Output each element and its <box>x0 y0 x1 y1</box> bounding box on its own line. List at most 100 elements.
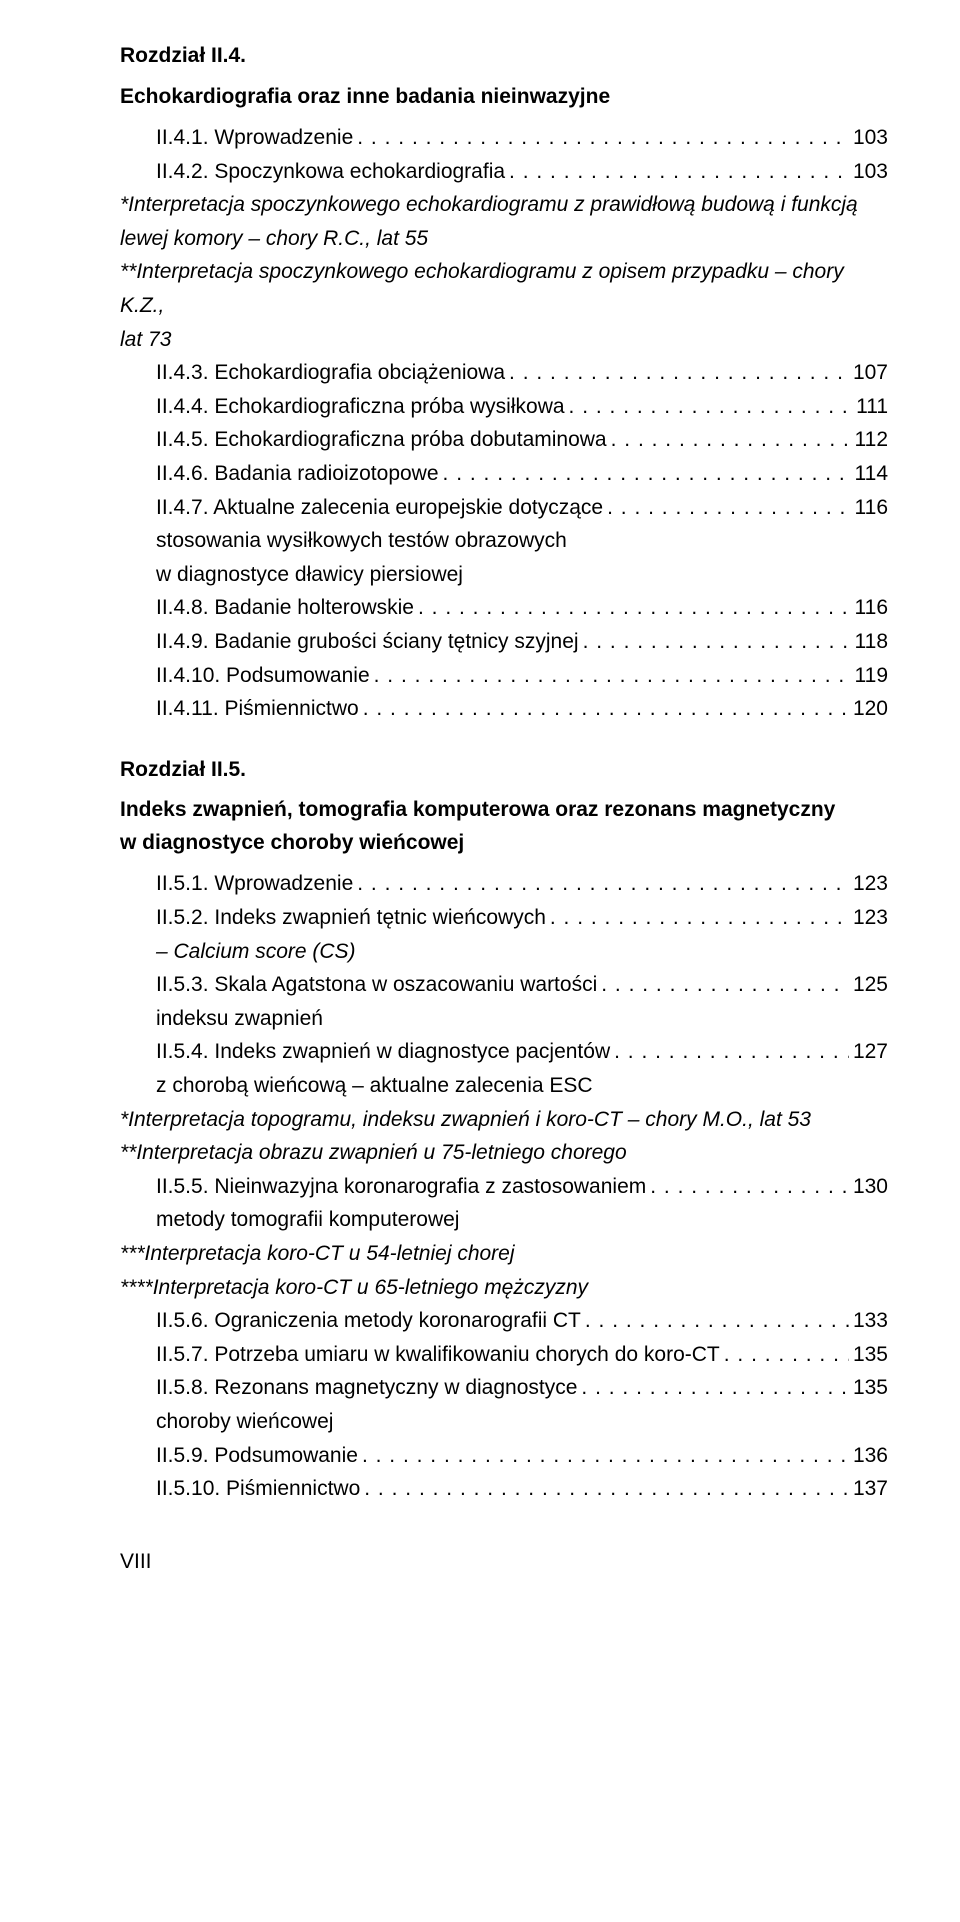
toc-entry-continuation: choroby wieńcowej <box>120 1405 888 1439</box>
chapter-5-note-1: *Interpretacja topogramu, indeksu zwapni… <box>120 1103 888 1137</box>
toc-dot-leader <box>357 121 849 155</box>
toc-entry-page: 103 <box>853 155 888 189</box>
toc-entry-label: II.4.8. Badanie holterowskie <box>156 591 414 625</box>
toc-entry-page: 130 <box>853 1170 888 1204</box>
toc-dot-leader <box>607 491 850 525</box>
chapter-5-heading-line3: w diagnostyce choroby wieńcowej <box>120 827 888 860</box>
toc-entry-label: II.4.11. Piśmiennictwo <box>156 692 359 726</box>
toc-entry-label: II.5.8. Rezonans magnetyczny w diagnosty… <box>156 1371 577 1405</box>
toc-entry-label: II.5.6. Ograniczenia metody koronarograf… <box>156 1304 581 1338</box>
chapter-4-note-2-line2: lat 73 <box>120 323 888 357</box>
toc-entry-continuation: z chorobą wieńcową – aktualne zalecenia … <box>120 1069 888 1103</box>
toc-entry-page: 116 <box>855 491 888 525</box>
toc-dot-leader <box>583 625 851 659</box>
toc-entry: II.4.11. Piśmiennictwo 120 <box>120 692 888 726</box>
toc-dot-leader <box>581 1371 849 1405</box>
toc-entry-page: 136 <box>853 1439 888 1473</box>
toc-entry: II.4.10. Podsumowanie 119 <box>120 659 888 693</box>
toc-entry-label: II.5.5. Nieinwazyjna koronarografia z za… <box>156 1170 646 1204</box>
toc-list-chapter-5-part1: II.5.1. Wprowadzenie 123 II.5.2. Indeks zw… <box>120 867 888 1102</box>
toc-entry: II.5.6. Ograniczenia metody koronarograf… <box>120 1304 888 1338</box>
toc-entry-page: 135 <box>853 1371 888 1405</box>
toc-entry-page: 125 <box>853 968 888 1002</box>
chapter-4-note-1-line2: lewej komory – chory R.C., lat 55 <box>120 222 888 256</box>
toc-entry-continuation: w diagnostyce dławicy piersiowej <box>120 558 888 592</box>
toc-entry: II.4.9. Badanie grubości ściany tętnicy … <box>120 625 888 659</box>
toc-entry: II.4.5. Echokardiograficzna próba dobuta… <box>120 423 888 457</box>
toc-entry: II.4.3. Echokardiografia obciążeniowa 107 <box>120 356 888 390</box>
toc-list-chapter-5-part2: II.5.5. Nieinwazyjna koronarografia z za… <box>120 1170 888 1237</box>
toc-entry-page: 118 <box>855 625 888 659</box>
toc-entry-label: II.4.5. Echokardiograficzna próba dobuta… <box>156 423 607 457</box>
page-number: VIII <box>120 1550 888 1574</box>
toc-entry: II.5.9. Podsumowanie 136 <box>120 1439 888 1473</box>
toc-dot-leader <box>650 1170 849 1204</box>
toc-entry: II.5.5. Nieinwazyjna koronarografia z za… <box>120 1170 888 1204</box>
toc-list-chapter-4-part2: II.4.3. Echokardiografia obciążeniowa 107… <box>120 356 888 726</box>
chapter-4-heading-line1: Rozdział II.4. <box>120 40 888 73</box>
toc-entry-page: 133 <box>853 1304 888 1338</box>
toc-list-chapter-4-part1: II.4.1. Wprowadzenie103II.4.2. Spoczynko… <box>120 121 888 188</box>
toc-entry-continuation-italic: – Calcium score (CS) <box>120 935 888 969</box>
toc-entry-label: II.5.2. Indeks zwapnień tętnic wieńcowyc… <box>156 901 546 935</box>
toc-entry-label: II.4.2. Spoczynkowa echokardiografia <box>156 155 505 189</box>
toc-dot-leader <box>443 457 851 491</box>
toc-entry-label: II.5.1. Wprowadzenie <box>156 867 353 901</box>
toc-dot-leader <box>418 591 851 625</box>
toc-entry: II.5.7. Potrzeba umiaru w kwalifikowaniu… <box>120 1338 888 1372</box>
chapter-5-heading-line1: Rozdział II.5. <box>120 754 888 787</box>
toc-entry-page: 123 <box>853 867 888 901</box>
toc-entry-page: 107 <box>853 356 888 390</box>
toc-entry-label: II.5.10. Piśmiennictwo <box>156 1472 360 1506</box>
toc-dot-leader <box>724 1338 849 1372</box>
toc-dot-leader <box>362 1439 849 1473</box>
toc-entry-page: 119 <box>855 659 888 693</box>
toc-entry-label: II.4.3. Echokardiografia obciążeniowa <box>156 356 505 390</box>
toc-entry: II.4.6. Badania radioizotopowe114 <box>120 457 888 491</box>
toc-entry: II.5.4. Indeks zwapnień w diagnostyce pa… <box>120 1035 888 1069</box>
toc-entry-label: II.5.9. Podsumowanie <box>156 1439 358 1473</box>
toc-dot-leader <box>363 692 849 726</box>
toc-entry-page: 120 <box>853 692 888 726</box>
toc-entry-label: II.4.9. Badanie grubości ściany tętnicy … <box>156 625 579 659</box>
toc-entry: II.5.8. Rezonans magnetyczny w diagnosty… <box>120 1371 888 1405</box>
toc-entry: II.4.4. Echokardiograficzna próba wysiłk… <box>120 390 888 424</box>
toc-dot-leader <box>364 1472 849 1506</box>
toc-entry: II.4.2. Spoczynkowa echokardiografia 103 <box>120 155 888 189</box>
toc-entry: II.5.3. Skala Agatstona w oszacowaniu wa… <box>120 968 888 1002</box>
toc-dot-leader <box>509 356 849 390</box>
toc-list-chapter-5-part3: II.5.6. Ograniczenia metody koronarograf… <box>120 1304 888 1506</box>
chapter-4-note-1-line1: *Interpretacja spoczynkowego echokardiog… <box>120 188 888 222</box>
toc-entry-label: II.5.4. Indeks zwapnień w diagnostyce pa… <box>156 1035 610 1069</box>
toc-entry-label: II.4.10. Podsumowanie <box>156 659 370 693</box>
toc-entry-page: 111 <box>856 390 888 424</box>
toc-entry-label: II.5.7. Potrzeba umiaru w kwalifikowaniu… <box>156 1338 720 1372</box>
toc-entry-page: 116 <box>855 591 888 625</box>
toc-entry-label: II.4.4. Echokardiograficzna próba wysiłk… <box>156 390 565 424</box>
toc-entry: II.4.8. Badanie holterowskie 116 <box>120 591 888 625</box>
toc-entry-continuation: indeksu zwapnień <box>120 1002 888 1036</box>
chapter-5-note-2: **Interpretacja obrazu zwapnień u 75-let… <box>120 1136 888 1170</box>
toc-entry-label: II.5.3. Skala Agatstona w oszacowaniu wa… <box>156 968 597 1002</box>
toc-entry: II.5.2. Indeks zwapnień tętnic wieńcowyc… <box>120 901 888 935</box>
chapter-5-note-3: ***Interpretacja koro-CT u 54-letniej ch… <box>120 1237 888 1271</box>
toc-entry-label: II.4.6. Badania radioizotopowe <box>156 457 439 491</box>
chapter-4-heading-line2: Echokardiografia oraz inne badania niein… <box>120 81 888 114</box>
toc-entry-continuation: metody tomografii komputerowej <box>120 1203 888 1237</box>
toc-entry-label: II.4.7. Aktualne zalecenia europejskie d… <box>156 491 603 525</box>
toc-dot-leader <box>611 423 851 457</box>
toc-entry-label: II.4.1. Wprowadzenie <box>156 121 353 155</box>
toc-dot-leader <box>509 155 849 189</box>
toc-dot-leader <box>357 867 849 901</box>
toc-entry-page: 135 <box>853 1338 888 1372</box>
chapter-5-note-4: ****Interpretacja koro-CT u 65-letniego … <box>120 1271 888 1305</box>
toc-dot-leader <box>585 1304 849 1338</box>
chapter-5-heading-line2: Indeks zwapnień, tomografia komputerowa … <box>120 794 888 827</box>
toc-entry: II.5.10. Piśmiennictwo137 <box>120 1472 888 1506</box>
document-page: Rozdział II.4. Echokardiografia oraz inn… <box>0 0 960 1651</box>
toc-entry: II.4.1. Wprowadzenie 103 <box>120 121 888 155</box>
toc-entry-page: 103 <box>853 121 888 155</box>
toc-dot-leader <box>614 1035 849 1069</box>
toc-dot-leader <box>601 968 849 1002</box>
toc-entry-page: 123 <box>853 901 888 935</box>
